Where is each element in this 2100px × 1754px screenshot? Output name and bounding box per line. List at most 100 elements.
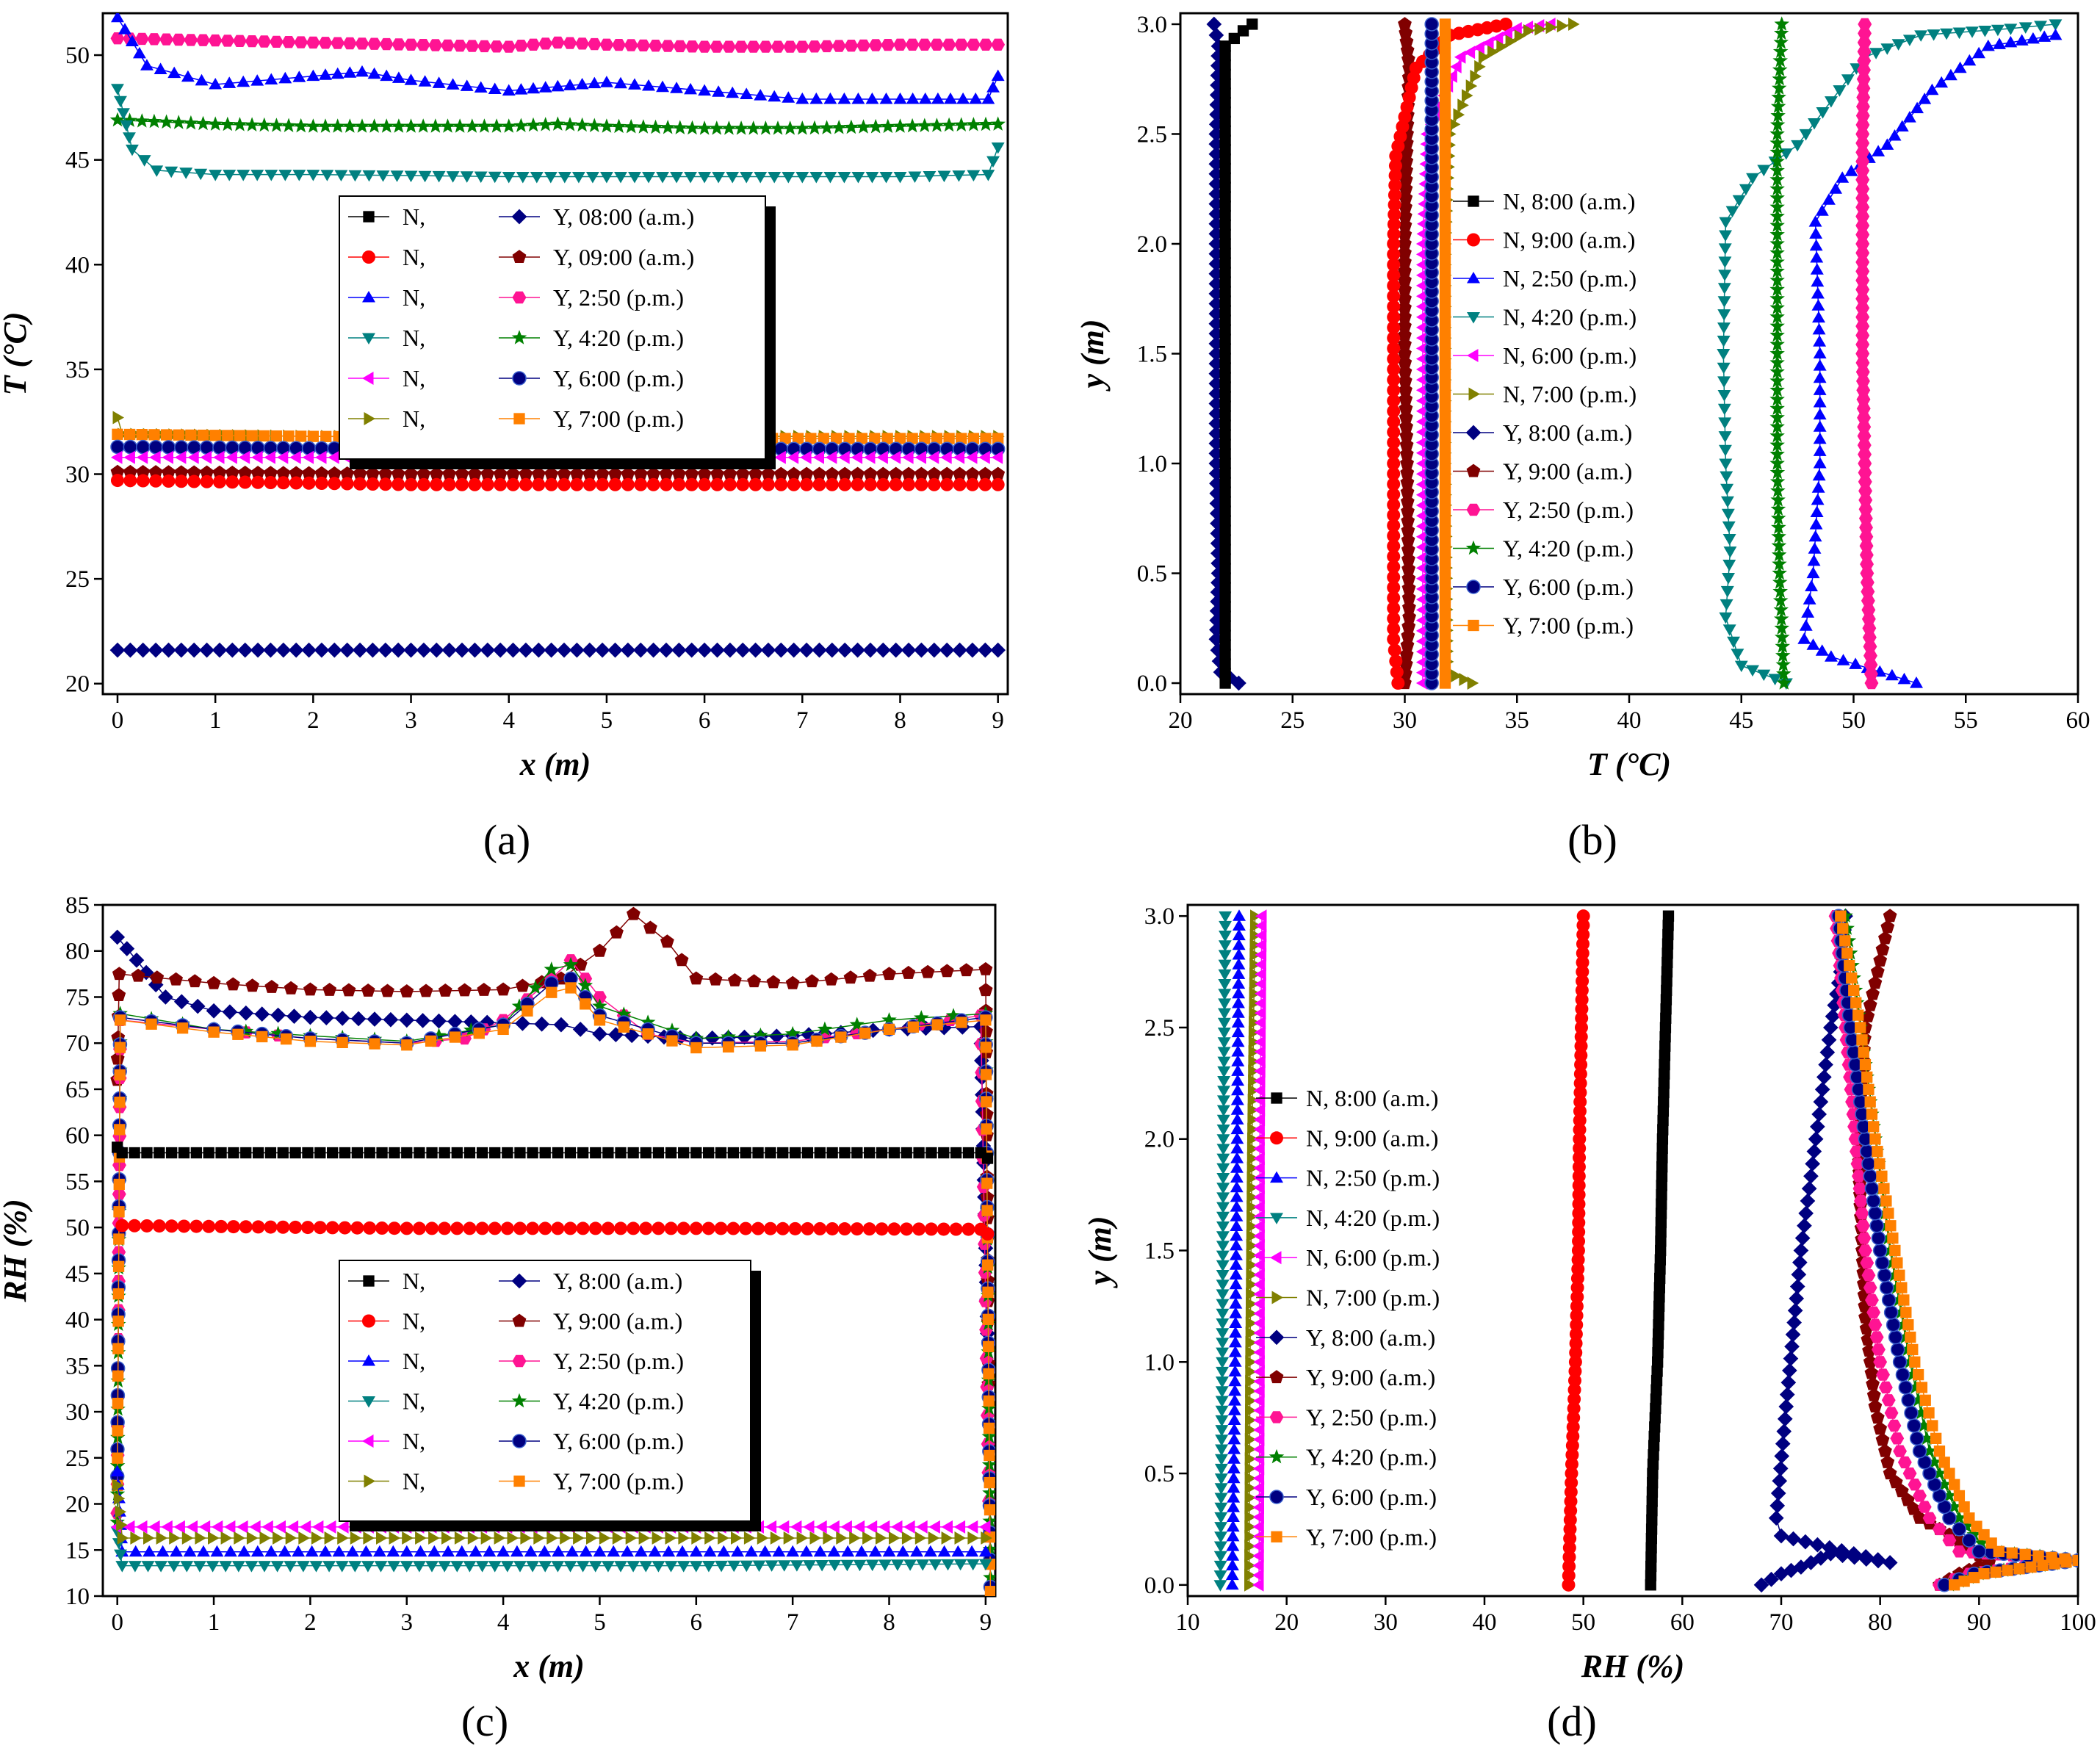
data-point bbox=[391, 118, 407, 133]
data-point bbox=[1978, 26, 1992, 37]
data-point bbox=[1813, 1094, 1829, 1110]
data-point bbox=[379, 37, 394, 51]
data-point bbox=[1852, 1170, 1866, 1183]
data-point bbox=[1227, 1471, 1241, 1484]
data-point bbox=[141, 1561, 155, 1573]
data-point bbox=[815, 1560, 829, 1572]
data-point bbox=[463, 1022, 479, 1037]
data-point bbox=[1789, 1279, 1805, 1294]
data-point bbox=[238, 450, 250, 464]
data-point bbox=[1439, 629, 1451, 641]
data-point bbox=[1913, 1404, 1929, 1420]
data-point bbox=[981, 170, 995, 181]
data-point bbox=[646, 466, 660, 480]
data-point bbox=[928, 1520, 940, 1534]
data-point bbox=[1219, 267, 1231, 278]
data-point bbox=[786, 1545, 800, 1557]
data-point bbox=[1572, 1197, 1586, 1211]
data-point bbox=[544, 477, 558, 491]
data-point bbox=[446, 171, 460, 183]
legend-marker bbox=[512, 1354, 527, 1368]
data-point bbox=[1859, 1058, 1872, 1071]
data-point bbox=[1496, 40, 1508, 54]
data-point bbox=[131, 968, 145, 982]
data-point bbox=[727, 1560, 741, 1573]
data-point bbox=[1216, 1338, 1230, 1349]
data-point bbox=[1387, 580, 1401, 594]
data-point bbox=[477, 40, 491, 53]
data-point bbox=[1990, 1566, 2002, 1578]
data-point bbox=[428, 1531, 440, 1545]
x-tick-label: 70 bbox=[1769, 1609, 1794, 1636]
panel-label: (b) bbox=[1567, 816, 1617, 864]
data-point bbox=[1757, 669, 1771, 682]
data-point bbox=[1856, 375, 1870, 388]
data-point bbox=[1859, 540, 1874, 552]
data-point bbox=[2006, 1547, 2018, 1559]
data-point bbox=[1890, 1342, 1905, 1357]
data-point bbox=[1656, 1188, 1667, 1201]
data-point bbox=[190, 998, 206, 1014]
data-point bbox=[1858, 1047, 1869, 1058]
data-point bbox=[967, 170, 981, 182]
data-point bbox=[1645, 1532, 1658, 1545]
data-point bbox=[264, 1545, 278, 1557]
x-tick-label: 3 bbox=[405, 707, 417, 734]
data-point bbox=[843, 970, 858, 984]
series-line bbox=[116, 987, 992, 1592]
data-point bbox=[1656, 1180, 1667, 1191]
data-point bbox=[1662, 928, 1674, 941]
data-point bbox=[1769, 144, 1785, 159]
data-point bbox=[865, 92, 879, 104]
data-point bbox=[129, 952, 145, 968]
data-point bbox=[1773, 1528, 1789, 1544]
data-point bbox=[982, 1513, 995, 1528]
data-point bbox=[1902, 35, 1916, 46]
data-point bbox=[1571, 1244, 1585, 1257]
data-point bbox=[1780, 1374, 1797, 1390]
data-point bbox=[1857, 1232, 1872, 1244]
data-point bbox=[251, 450, 263, 464]
data-point bbox=[1572, 1216, 1586, 1230]
data-point bbox=[1219, 286, 1231, 297]
data-point bbox=[246, 1531, 259, 1545]
data-point bbox=[907, 1021, 920, 1033]
data-point bbox=[593, 991, 607, 1003]
data-point bbox=[1214, 1493, 1228, 1504]
data-point bbox=[1253, 1365, 1265, 1379]
data-point bbox=[982, 1286, 994, 1298]
data-point bbox=[951, 1545, 965, 1557]
legend-marker bbox=[512, 250, 527, 263]
data-point bbox=[978, 466, 992, 480]
data-point bbox=[1864, 676, 1879, 690]
data-point bbox=[240, 1147, 252, 1159]
data-point bbox=[1439, 620, 1451, 632]
data-point bbox=[678, 1531, 690, 1545]
data-point bbox=[176, 1022, 189, 1034]
series-line bbox=[117, 88, 999, 178]
data-point bbox=[1902, 111, 1916, 123]
data-point bbox=[981, 1531, 992, 1545]
data-point bbox=[1952, 1545, 1966, 1558]
data-point bbox=[1993, 37, 2006, 49]
data-point bbox=[1861, 594, 1875, 607]
data-point bbox=[1720, 585, 1734, 598]
data-point bbox=[1387, 248, 1401, 261]
data-point bbox=[1857, 430, 1872, 442]
data-point bbox=[1439, 534, 1451, 546]
data-point bbox=[1858, 27, 1872, 40]
data-point bbox=[1927, 1454, 1942, 1469]
data-point bbox=[280, 1033, 292, 1045]
data-point bbox=[805, 974, 819, 988]
series bbox=[110, 1526, 992, 1573]
data-point bbox=[685, 40, 699, 53]
data-point bbox=[284, 981, 298, 995]
data-point bbox=[431, 1028, 447, 1042]
data-point bbox=[141, 1147, 153, 1159]
data-point bbox=[1252, 1568, 1264, 1582]
data-point bbox=[787, 450, 799, 464]
y-tick-label: 80 bbox=[65, 939, 90, 965]
data-point bbox=[1439, 190, 1451, 202]
data-point bbox=[1219, 639, 1231, 651]
data-point bbox=[174, 465, 189, 479]
